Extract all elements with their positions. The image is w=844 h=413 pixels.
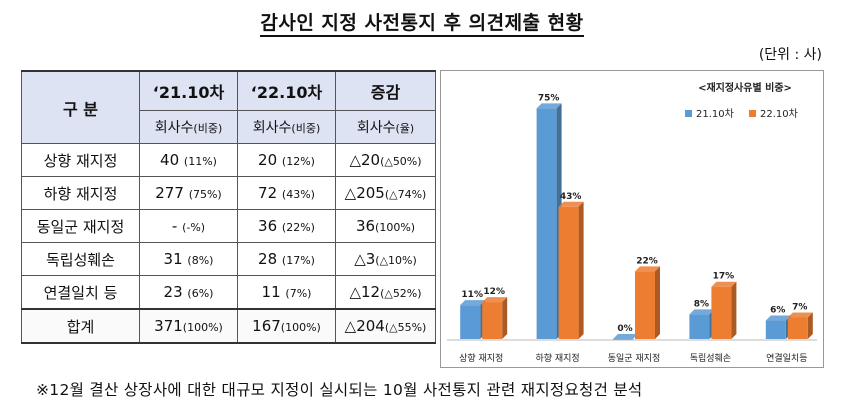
cell-v1: 23 (6%): [139, 275, 238, 310]
bar-0-3: [689, 314, 710, 339]
total-delta: △204(△55%): [335, 308, 436, 344]
bar-side-1-4: [807, 312, 813, 339]
table-row: 동일군 재지정 - (-%) 36 (22%) 36(100%): [21, 209, 436, 243]
row-label: 연결일치 등: [21, 275, 140, 310]
bar-1-2: [635, 271, 655, 339]
bar-top-1-1: [558, 201, 584, 207]
subheader-col1: 회사수(비중): [139, 110, 238, 144]
bar-1-3: [711, 286, 732, 339]
row-label: 독립성훼손: [21, 242, 140, 276]
cell-delta: 36(100%): [335, 209, 436, 243]
data-label-1-3: 17%: [713, 272, 735, 282]
data-label-0-1: 75%: [538, 93, 560, 103]
page-title: 감사인 지정 사전통지 후 의견제출 현황: [0, 8, 844, 37]
table-subheader-row: 회사수(비중) 회사수(비중) 회사수(율): [22, 110, 436, 144]
row-label: 상향 재지정: [21, 143, 140, 177]
data-label-1-1: 43%: [560, 192, 582, 202]
cell-v1: - (-%): [139, 209, 238, 243]
x-tick-label: 상향 재지정: [459, 352, 503, 364]
chart-title: <재지정사유별 비중>: [698, 81, 792, 94]
header-col2: ‘22.10차: [237, 70, 336, 111]
cell-v1: 31 (8%): [139, 242, 238, 276]
table-row: 연결일치 등 23 (6%) 11 (7%) △12(△52%): [21, 275, 436, 310]
header-col1: ‘21.10차: [139, 70, 238, 111]
bar-side-1-1: [578, 201, 584, 339]
bar-0-0: [460, 305, 481, 339]
cell-v1: 40 (11%): [139, 143, 238, 177]
bar-top-0-2: [613, 334, 638, 339]
table-total-row: 합계 371(100%) 167(100%) △204(△55%): [21, 308, 436, 344]
cell-delta: △205(△74%): [335, 176, 436, 210]
total-label: 합계: [21, 308, 140, 344]
bar-0-2: [613, 339, 633, 340]
cell-v2: 20 (12%): [237, 143, 336, 177]
cell-delta: △20(△50%): [335, 143, 436, 177]
row-label: 하향 재지정: [21, 176, 140, 210]
legend-swatch-1: [749, 110, 756, 117]
bar-top-0-0: [460, 300, 486, 306]
cell-v1: 277 (75%): [139, 176, 238, 210]
legend-label-1: 22.10차: [760, 108, 798, 120]
row-label: 동일군 재지정: [21, 209, 140, 243]
x-tick-label: 독립성훼손: [690, 353, 731, 364]
legend-swatch-0: [685, 110, 692, 117]
x-tick-label: 연결일치등: [766, 352, 807, 364]
subheader-col3: 회사수(율): [335, 110, 436, 144]
data-label-1-4: 7%: [792, 302, 807, 312]
total-v1: 371(100%): [139, 308, 238, 344]
bar-top-0-3: [689, 309, 715, 315]
bar-side-1-2: [655, 266, 660, 339]
legend-label-0: 21.10차: [696, 108, 734, 120]
cell-delta: △3(△10%): [335, 242, 436, 276]
unit-label: (단위 : 사): [758, 47, 822, 63]
bar-0-1: [536, 108, 557, 339]
bar-side-1-0: [502, 297, 508, 339]
bar-top-0-1: [536, 103, 562, 109]
bar-top-1-3: [711, 281, 737, 287]
bar-1-0: [482, 302, 503, 339]
cell-v2: 28 (17%): [237, 242, 336, 276]
header-category: 구 분: [21, 70, 140, 144]
data-label-0-0: 11%: [461, 290, 483, 300]
bar-top-1-4: [787, 312, 813, 318]
data-label-1-0: 12%: [483, 287, 505, 297]
x-tick-label: 하향 재지정: [535, 352, 579, 364]
bar-1-1: [558, 206, 579, 339]
cell-v2: 11 (7%): [237, 275, 336, 310]
table-row: 상향 재지정 40 (11%) 20 (12%) △20(△50%): [21, 143, 436, 177]
total-v2: 167(100%): [237, 308, 336, 344]
header-col3: 증감: [335, 70, 436, 111]
table-row: 독립성훼손 31 (8%) 28 (17%) △3(△10%): [21, 242, 436, 276]
table-header-row: 구 분 ‘21.10차 ‘22.10차 증감: [21, 70, 436, 144]
bar-top-1-0: [482, 297, 508, 303]
data-label-0-3: 8%: [694, 299, 709, 309]
bar-1-4: [787, 317, 808, 339]
data-table: 구 분 ‘21.10차 ‘22.10차 증감 회사수(비중) 회사수(비중) 회…: [21, 70, 436, 344]
table-row: 하향 재지정 277 (75%) 72 (43%) △205(△74%): [21, 176, 436, 210]
bar-chart-panel: 11% 12% 상향 재지정 75% 43% 하향 재지정 0% 22% 동일군 재지정 8% 17…: [440, 70, 824, 368]
data-label-0-2: 0%: [617, 324, 632, 334]
subheader-col2: 회사수(비중): [237, 110, 336, 144]
footnote: ※12월 결산 상장사에 대한 대규모 지정이 실시되는 10월 사전통지 관련…: [36, 381, 643, 399]
data-label-1-2: 22%: [636, 256, 658, 266]
bar-top-1-2: [635, 266, 660, 272]
cell-delta: △12(△52%): [335, 275, 436, 310]
data-label-0-4: 6%: [770, 306, 785, 316]
bar-0-4: [765, 320, 786, 339]
x-tick-label: 동일군 재지정: [608, 353, 661, 364]
bar-side-1-3: [731, 281, 737, 339]
bar-chart: 11% 12% 상향 재지정 75% 43% 하향 재지정 0% 22% 동일군 재지정 8% 17…: [447, 81, 817, 364]
cell-v2: 36 (22%): [237, 209, 336, 243]
bar-top-0-4: [765, 315, 791, 321]
cell-v2: 72 (43%): [237, 176, 336, 210]
